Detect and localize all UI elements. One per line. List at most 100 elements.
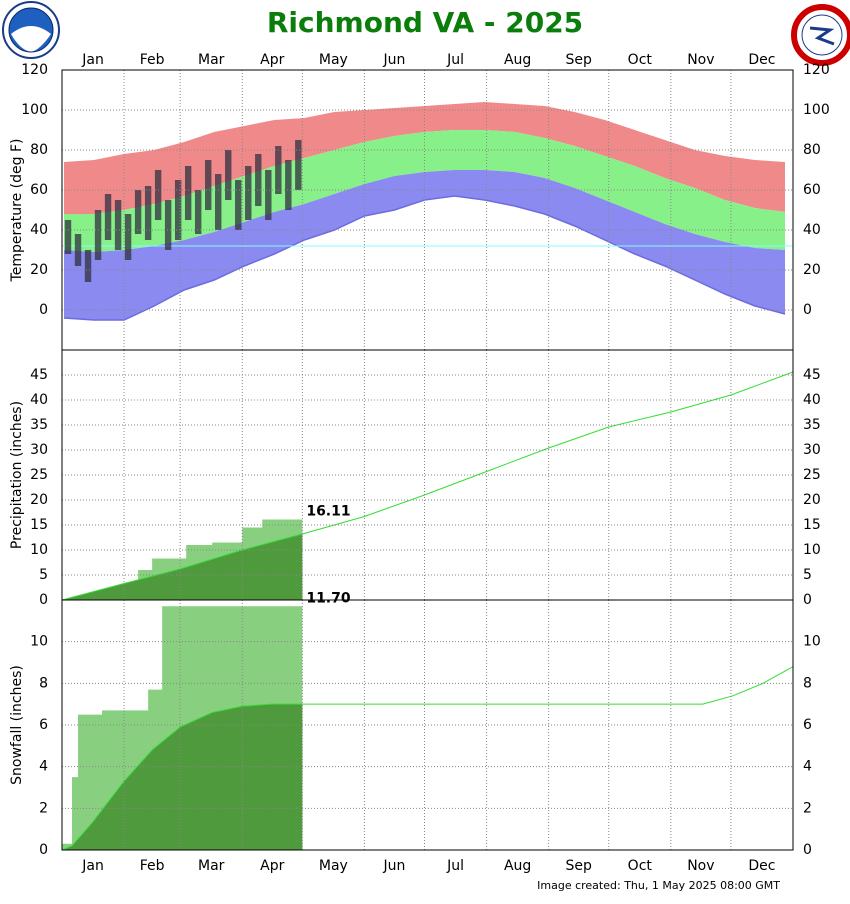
chart-title: Richmond VA - 2025 xyxy=(267,6,583,39)
y-tick-label: 20 xyxy=(30,492,48,508)
y-tick-label-right: 35 xyxy=(803,417,821,433)
observed-range-bar xyxy=(265,170,272,220)
y-tick-label-right: 20 xyxy=(803,262,821,278)
observed-range-bar xyxy=(295,140,302,190)
x-tick-label-top: Jun xyxy=(383,52,406,68)
y-tick-label: 40 xyxy=(30,392,48,408)
y-tick-label: 20 xyxy=(30,262,48,278)
y-tick-label-right: 2 xyxy=(803,800,812,816)
y-tick-label-right: 0 xyxy=(803,842,812,858)
y-tick-label: 60 xyxy=(30,182,48,198)
x-tick-label-top: Jul xyxy=(446,52,464,68)
x-tick-label: Mar xyxy=(198,858,225,874)
y-tick-label: 0 xyxy=(39,842,48,858)
y-tick-label-right: 8 xyxy=(803,675,812,691)
y-tick-label-right: 0 xyxy=(803,302,812,318)
x-tick-label-top: Apr xyxy=(260,52,284,68)
observed-range-bar xyxy=(74,234,82,266)
x-tick-label-top: Aug xyxy=(504,52,531,68)
observed-range-bar xyxy=(235,180,242,230)
x-tick-label: Feb xyxy=(140,858,165,874)
y-tick-label: 10 xyxy=(30,634,48,650)
y-tick-label-right: 4 xyxy=(803,759,812,775)
y-tick-label-right: 10 xyxy=(803,542,821,558)
temperature-band xyxy=(64,170,785,320)
y-tick-label-right: 30 xyxy=(803,442,821,458)
observed-range-bar xyxy=(154,170,162,220)
nws-logo xyxy=(791,4,850,66)
observed-range-bar xyxy=(104,194,112,240)
observed-range-bar xyxy=(194,190,202,234)
temperature-band xyxy=(64,130,785,252)
y-tick-label-right: 60 xyxy=(803,182,821,198)
y-tick-label: 45 xyxy=(30,367,48,383)
x-tick-label-top: Dec xyxy=(748,52,775,68)
x-tick-label-top: Feb xyxy=(140,52,165,68)
y-tick-label-right: 40 xyxy=(803,392,821,408)
y-tick-label: 0 xyxy=(39,302,48,318)
observed-range-bar xyxy=(94,210,102,260)
noaa-logo xyxy=(2,1,60,59)
x-tick-label: Oct xyxy=(628,858,653,874)
observed-range-bar xyxy=(144,186,152,240)
observed-range-bar xyxy=(164,200,172,250)
observed-range-bar xyxy=(174,180,182,240)
observed-range-bar xyxy=(285,160,292,210)
observed-range-bar xyxy=(134,190,142,234)
y-tick-label-right: 10 xyxy=(803,634,821,650)
observed-range-bar xyxy=(215,174,222,230)
observed-range-bar xyxy=(225,150,232,200)
y-tick-label: 35 xyxy=(30,417,48,433)
x-tick-label: Jul xyxy=(446,858,464,874)
normal-cumulative-line xyxy=(61,666,794,851)
y-axis-label: Snowfall (inches) xyxy=(9,665,25,785)
y-tick-label-right: 15 xyxy=(803,517,821,533)
x-tick-label: Apr xyxy=(260,858,284,874)
x-tick-label: Jan xyxy=(81,858,104,874)
observed-range-bar xyxy=(124,214,132,260)
observed-range-bar xyxy=(245,166,252,220)
y-tick-label: 120 xyxy=(21,62,48,78)
y-tick-label-right: 25 xyxy=(803,467,821,483)
observed-range-bar xyxy=(255,154,262,206)
observed-range-bar xyxy=(204,160,212,210)
x-tick-label: Sep xyxy=(566,858,593,874)
x-tick-label-top: Sep xyxy=(566,52,593,68)
y-tick-label-right: 100 xyxy=(803,102,830,118)
y-tick-label: 40 xyxy=(30,222,48,238)
y-tick-label: 10 xyxy=(30,542,48,558)
y-tick-label: 5 xyxy=(39,567,48,583)
x-tick-label: Nov xyxy=(687,858,714,874)
y-tick-label: 15 xyxy=(30,517,48,533)
x-tick-label: Dec xyxy=(748,858,775,874)
total-annotation: 11.70 xyxy=(306,590,351,606)
y-tick-label: 8 xyxy=(39,675,48,691)
x-tick-label-top: Mar xyxy=(198,52,225,68)
y-tick-label: 30 xyxy=(30,442,48,458)
y-tick-label-right: 120 xyxy=(803,62,830,78)
observed-range-bar xyxy=(114,200,122,250)
y-tick-label: 80 xyxy=(30,142,48,158)
y-axis-label: Precipitation (inches) xyxy=(9,401,25,549)
y-tick-label: 2 xyxy=(39,800,48,816)
y-tick-label-right: 6 xyxy=(803,717,812,733)
x-tick-label: May xyxy=(319,858,348,874)
y-tick-label-right: 0 xyxy=(803,592,812,608)
y-tick-label-right: 40 xyxy=(803,222,821,238)
y-tick-label: 6 xyxy=(39,717,48,733)
x-tick-label: Aug xyxy=(504,858,531,874)
x-tick-label-top: May xyxy=(319,52,348,68)
plot-frame xyxy=(61,599,794,851)
y-tick-label-right: 45 xyxy=(803,367,821,383)
y-tick-label-right: 5 xyxy=(803,567,812,583)
x-tick-label-top: Nov xyxy=(687,52,714,68)
footer: Image created: Thu, 1 May 2025 08:00 GMT xyxy=(537,879,780,892)
observed-range-bar xyxy=(184,166,192,220)
x-tick-label-top: Oct xyxy=(628,52,653,68)
y-tick-label: 100 xyxy=(21,102,48,118)
observed-range-bar xyxy=(64,220,72,254)
y-tick-label-right: 80 xyxy=(803,142,821,158)
y-tick-label: 25 xyxy=(30,467,48,483)
temperature-band xyxy=(64,102,785,214)
